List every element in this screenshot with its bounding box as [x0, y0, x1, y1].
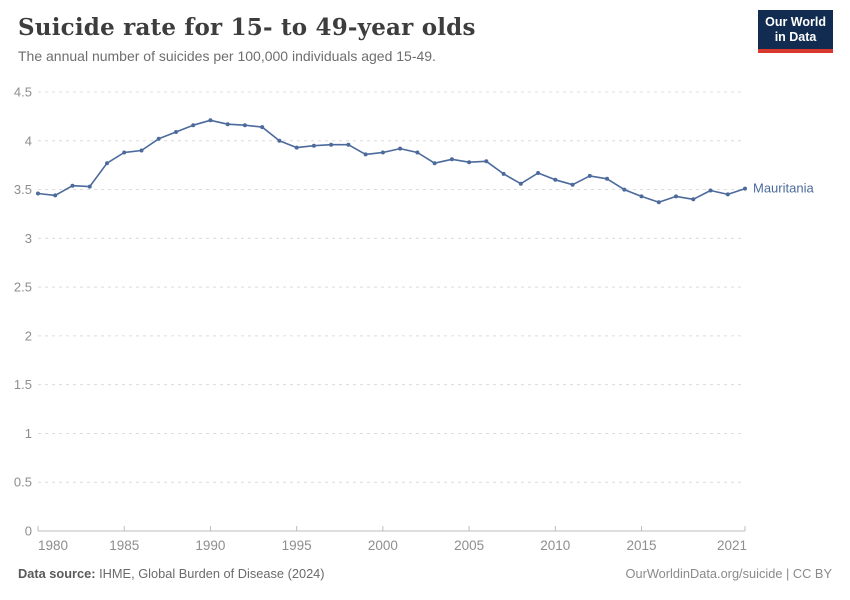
- data-point: [449, 157, 454, 162]
- data-point: [191, 123, 196, 128]
- x-tick-label: 2021: [717, 538, 747, 553]
- line-chart: 0 0.5 1 1.5 2 2.5 3 3.5 4 4.5 1980 1985 1990 1995 2000…: [14, 85, 815, 554]
- data-point: [622, 187, 627, 192]
- data-point: [36, 191, 40, 196]
- attribution-link[interactable]: OurWorldinData.org/suicide | CC BY: [625, 566, 833, 581]
- y-tick-label: 4: [25, 133, 32, 148]
- data-line: [37, 119, 746, 203]
- data-point: [53, 193, 58, 198]
- chart-subtitle: The annual number of suicides per 100,00…: [18, 48, 436, 64]
- y-tick-label: 4.5: [14, 85, 32, 100]
- x-tick-label: 2005: [454, 538, 484, 553]
- data-source-value: IHME, Global Burden of Disease (2024): [95, 566, 325, 581]
- owid-logo-line2: in Data: [774, 30, 817, 44]
- data-point: [363, 152, 368, 157]
- data-point: [501, 171, 506, 176]
- data-point: [70, 183, 75, 188]
- x-tick-label: 1990: [195, 538, 225, 553]
- data-point: [467, 160, 472, 165]
- data-point: [156, 136, 161, 141]
- y-tick-label: 1: [25, 426, 32, 441]
- chart-footer: Data source: IHME, Global Burden of Dise…: [18, 566, 832, 581]
- data-point: [311, 143, 316, 148]
- data-point: [208, 118, 213, 123]
- data-point: [570, 182, 575, 187]
- data-point: [105, 161, 109, 166]
- x-tick-label: 2015: [627, 538, 657, 553]
- data-point: [398, 146, 403, 151]
- y-tick-label: 2.5: [14, 280, 32, 295]
- x-tick-label: 1980: [38, 538, 68, 553]
- data-point: [122, 150, 127, 155]
- data-point: [605, 176, 609, 181]
- data-point: [415, 150, 420, 155]
- data-point: [225, 122, 230, 127]
- x-tick-label: 2010: [540, 538, 570, 553]
- data-point: [174, 130, 178, 134]
- y-tick-label: 1.5: [14, 377, 32, 392]
- chart-header: Suicide rate for 15- to 49-year olds The…: [18, 14, 750, 64]
- data-point: [587, 173, 592, 178]
- x-tick-label: 2000: [368, 538, 398, 553]
- data-point: [639, 194, 644, 199]
- series-end-label: Mauritania: [753, 181, 814, 196]
- data-point: [242, 123, 247, 128]
- y-tick-label: 3.5: [14, 182, 32, 197]
- data-point: [260, 125, 265, 130]
- data-point: [380, 150, 385, 155]
- data-point: [139, 148, 144, 153]
- data-point: [484, 159, 489, 164]
- y-tick-label: 3: [25, 231, 32, 246]
- data-point: [536, 171, 541, 175]
- data-point: [294, 145, 299, 150]
- data-point: [329, 142, 334, 147]
- owid-logo-line1: Our World: [765, 15, 826, 29]
- y-tick-label: 2: [25, 328, 32, 343]
- data-point: [743, 186, 747, 191]
- data-point: [708, 188, 713, 193]
- y-tick-label: 0: [25, 524, 32, 539]
- data-point: [674, 194, 678, 199]
- data-point: [691, 197, 696, 202]
- data-point: [725, 192, 730, 197]
- data-point: [277, 138, 282, 143]
- data-source-label: Data source:: [18, 566, 96, 581]
- x-tick-label: 1985: [109, 538, 139, 553]
- data-point: [432, 161, 437, 166]
- y-tick-label: 0.5: [14, 475, 32, 490]
- data-point: [656, 200, 661, 205]
- page-title: Suicide rate for 15- to 49-year olds: [18, 14, 476, 41]
- data-point: [518, 181, 523, 186]
- data-point: [87, 184, 92, 189]
- x-tick-label: 1995: [282, 538, 312, 553]
- owid-logo[interactable]: Our World in Data: [758, 10, 833, 53]
- data-source: Data source: IHME, Global Burden of Dise…: [18, 566, 325, 581]
- data-point: [553, 177, 558, 182]
- data-point: [346, 142, 351, 147]
- chart-area: 0 0.5 1 1.5 2 2.5 3 3.5 4 4.5 1980 1985 1990 1995 2000…: [0, 84, 850, 567]
